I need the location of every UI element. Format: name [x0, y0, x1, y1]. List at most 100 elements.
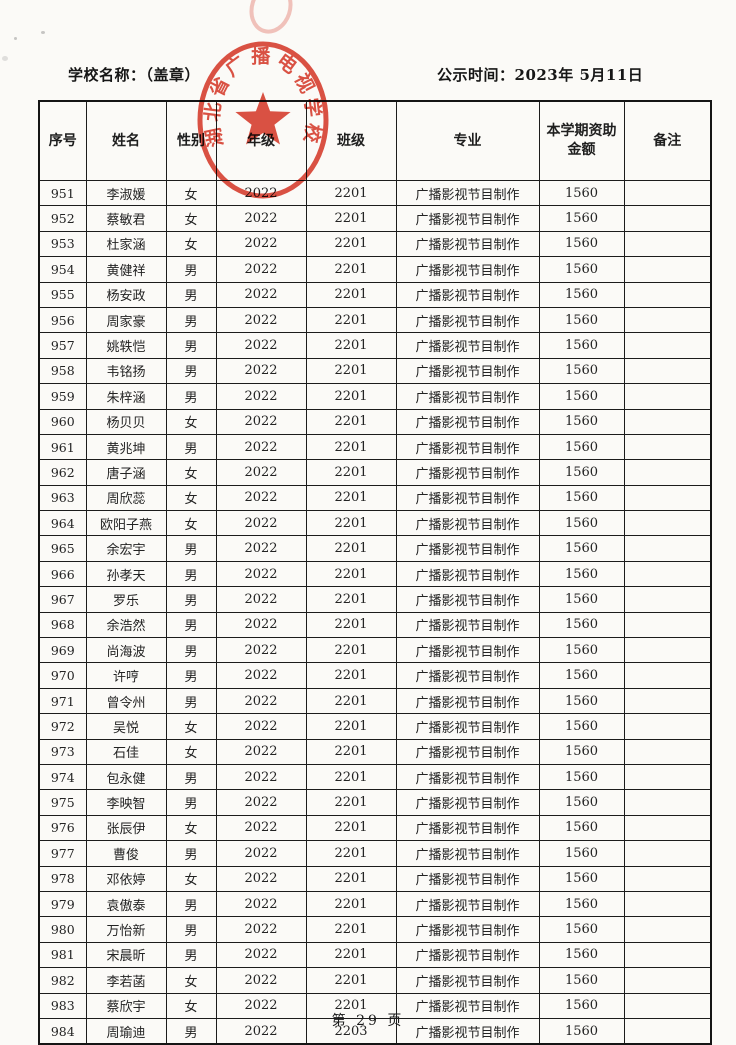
cell-xingming: 黄健祥 — [85, 256, 167, 283]
cell-zizhu-jine: 1560 — [538, 586, 625, 613]
cell-zizhu-jine: 1560 — [538, 941, 625, 969]
table-row: 968 余浩然男 2022 2201 广播影视节目制作 1560 — [38, 611, 712, 639]
cell-xingbie: 男 — [165, 941, 217, 969]
cell-zizhu-jine: 1560 — [538, 713, 625, 740]
cell-xuhao: 982 — [38, 967, 87, 994]
cell-xingming: 周家豪 — [85, 306, 167, 334]
cell-xuhao: 967 — [38, 586, 87, 613]
cell-banji: 2201 — [305, 383, 397, 410]
cell-xingbie: 男 — [165, 383, 217, 410]
cell-xingbie: 女 — [165, 179, 217, 207]
table-row: 975 李映智男 2022 2201 广播影视节目制作 1560 — [38, 789, 712, 816]
col-header-nianji: 年级 — [215, 100, 307, 181]
cell-banji: 2201 — [305, 865, 397, 892]
cell-xuhao: 964 — [38, 510, 87, 537]
cell-xingbie: 男 — [165, 281, 217, 308]
cell-banji: 2201 — [305, 814, 397, 842]
cell-xingming: 杨贝贝 — [85, 408, 167, 435]
cell-xingbie: 女 — [165, 713, 217, 740]
table-row: 956 周家豪男 2022 2201 广播影视节目制作 1560 — [38, 306, 712, 334]
cell-beizhu — [623, 865, 712, 892]
cell-xuhao: 973 — [38, 738, 87, 765]
cell-banji: 2201 — [305, 408, 397, 435]
cell-xingming: 曾令州 — [85, 687, 167, 715]
cell-xingbie: 女 — [165, 510, 217, 537]
cell-beizhu — [623, 687, 712, 715]
table-row: 981 宋晨昕男 2022 2201 广播影视节目制作 1560 — [38, 941, 712, 969]
cell-zizhu-jine: 1560 — [538, 433, 625, 461]
cell-zizhu-jine: 1560 — [538, 662, 625, 689]
table-row: 971 曾令州男 2022 2201 广播影视节目制作 1560 — [38, 687, 712, 715]
cell-xingbie: 男 — [165, 687, 217, 715]
cell-zhuanye: 广播影视节目制作 — [395, 230, 540, 258]
cell-xingming: 罗乐 — [85, 586, 167, 613]
cell-zizhu-jine: 1560 — [538, 814, 625, 842]
table-row: 966 孙孝天男 2022 2201 广播影视节目制作 1560 — [38, 560, 712, 588]
cell-banji: 2201 — [305, 306, 397, 334]
cell-nianji: 2022 — [215, 535, 307, 562]
cell-zizhu-jine: 1560 — [538, 383, 625, 410]
cell-zhuanye: 广播影视节目制作 — [395, 763, 540, 791]
cell-nianji: 2022 — [215, 941, 307, 969]
cell-xingbie: 男 — [165, 662, 217, 689]
table-row: 955 杨安政男 2022 2201 广播影视节目制作 1560 — [38, 281, 712, 308]
cell-beizhu — [623, 967, 712, 994]
table-row: 965 余宏宇男 2022 2201 广播影视节目制作 1560 — [38, 535, 712, 562]
cell-xingbie: 女 — [165, 205, 217, 232]
cell-zizhu-jine: 1560 — [538, 205, 625, 232]
cell-nianji: 2022 — [215, 459, 307, 486]
cell-xingbie: 女 — [165, 865, 217, 892]
cell-xuhao: 979 — [38, 890, 87, 918]
cell-xingming: 杜家涵 — [85, 230, 167, 258]
cell-xuhao: 970 — [38, 662, 87, 689]
cell-xingming: 张辰伊 — [85, 814, 167, 842]
cell-xuhao: 976 — [38, 814, 87, 842]
cell-nianji: 2022 — [215, 484, 307, 512]
table-row: 959 朱梓涵男 2022 2201 广播影视节目制作 1560 — [38, 383, 712, 410]
cell-xingbie: 女 — [165, 484, 217, 512]
cell-xingbie: 女 — [165, 408, 217, 435]
table-row: 977 曹俊男 2022 2201 广播影视节目制作 1560 — [38, 840, 712, 867]
cell-banji: 2201 — [305, 967, 397, 994]
table-row: 964 欧阳子燕女 2022 2201 广播影视节目制作 1560 — [38, 510, 712, 537]
cell-zhuanye: 广播影视节目制作 — [395, 941, 540, 969]
cell-nianji: 2022 — [215, 967, 307, 994]
cell-xingming: 朱梓涵 — [85, 383, 167, 410]
cell-nianji: 2022 — [215, 637, 307, 664]
cell-xingming: 黄兆坤 — [85, 433, 167, 461]
cell-xuhao: 955 — [38, 281, 87, 308]
cell-banji: 2201 — [305, 662, 397, 689]
cell-xingming: 尚海波 — [85, 637, 167, 664]
cell-banji: 2201 — [305, 687, 397, 715]
cell-zhuanye: 广播影视节目制作 — [395, 484, 540, 512]
cell-xingbie: 女 — [165, 230, 217, 258]
col-header-xingbie: 性别 — [165, 100, 217, 181]
cell-nianji: 2022 — [215, 662, 307, 689]
cell-xingming: 蔡欣宇 — [85, 992, 167, 1019]
cell-zhuanye: 广播影视节目制作 — [395, 459, 540, 486]
cell-xingming: 石佳 — [85, 738, 167, 765]
cell-nianji: 2022 — [215, 332, 307, 359]
scan-speck — [14, 37, 17, 40]
table-row: 969 尚海波男 2022 2201 广播影视节目制作 1560 — [38, 637, 712, 664]
cell-xuhao: 980 — [38, 916, 87, 943]
cell-zizhu-jine: 1560 — [538, 230, 625, 258]
cell-banji: 2201 — [305, 789, 397, 816]
cell-zizhu-jine: 1560 — [538, 992, 625, 1019]
cell-zhuanye: 广播影视节目制作 — [395, 408, 540, 435]
cell-xuhao: 952 — [38, 205, 87, 232]
table-row: 958 韦铭扬男 2022 2201 广播影视节目制作 1560 — [38, 357, 712, 385]
cell-zhuanye: 广播影视节目制作 — [395, 535, 540, 562]
cell-xuhao: 956 — [38, 306, 87, 334]
cell-banji: 2201 — [305, 230, 397, 258]
cell-zhuanye: 广播影视节目制作 — [395, 713, 540, 740]
cell-xingbie: 女 — [165, 967, 217, 994]
publish-date-label: 公示时间：2023年 5月11日 — [437, 66, 644, 84]
cell-xuhao: 951 — [38, 179, 87, 207]
cell-nianji: 2022 — [215, 383, 307, 410]
cell-beizhu — [623, 560, 712, 588]
cell-beizhu — [623, 611, 712, 639]
cell-xuhao: 954 — [38, 256, 87, 283]
scan-speck — [41, 31, 45, 34]
cell-zizhu-jine: 1560 — [538, 763, 625, 791]
